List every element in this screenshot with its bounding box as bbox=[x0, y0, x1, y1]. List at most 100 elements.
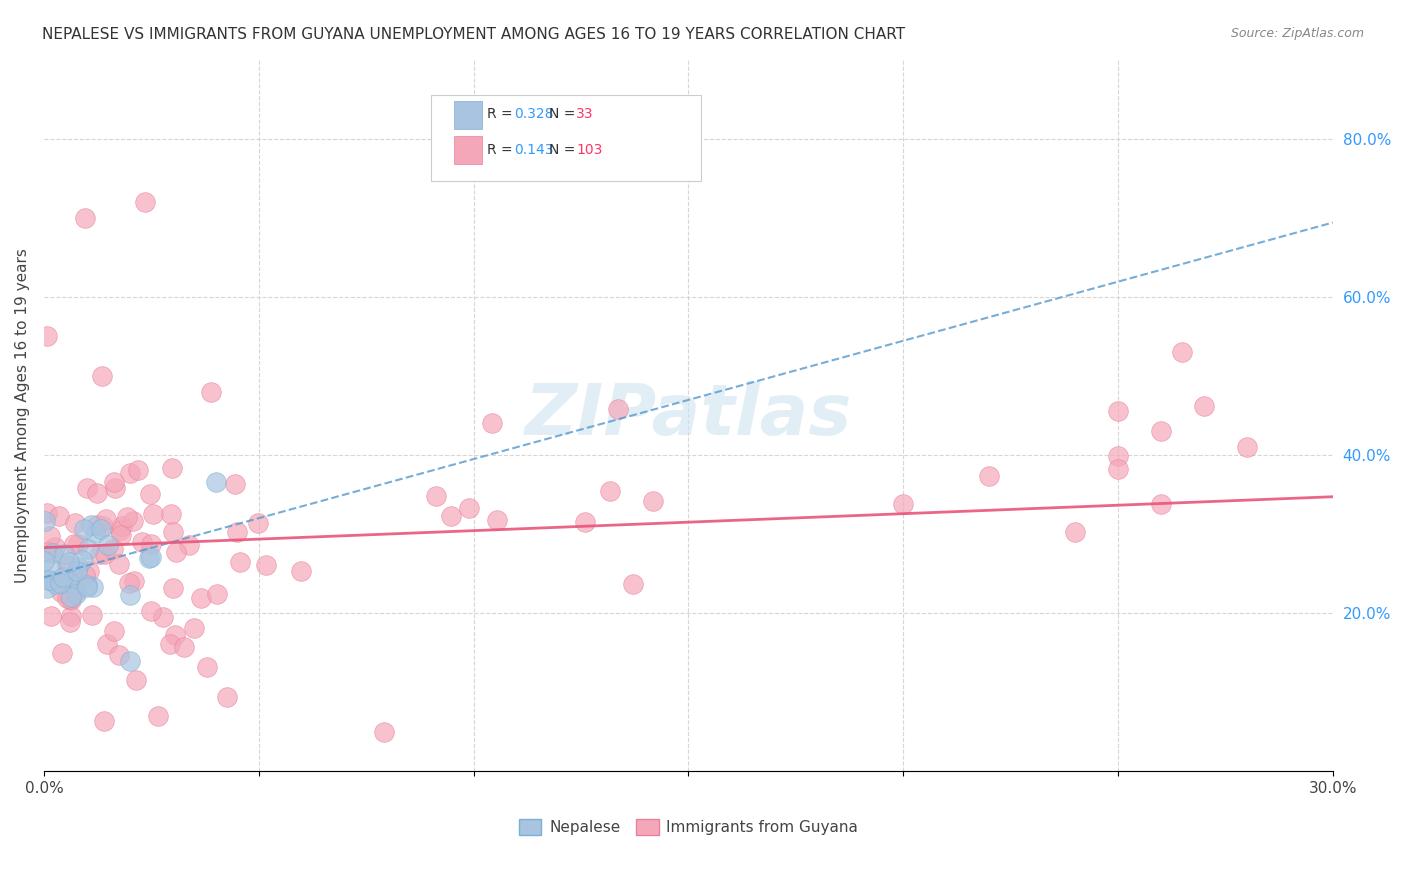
Point bbox=[215, 690, 238, 704]
Point bbox=[115, 510, 138, 524]
Point bbox=[73, 211, 96, 225]
Point bbox=[63, 516, 86, 530]
Point bbox=[118, 466, 141, 480]
Point bbox=[65, 587, 87, 601]
Text: 0.328: 0.328 bbox=[515, 107, 554, 121]
Point bbox=[76, 578, 98, 592]
Point bbox=[127, 462, 149, 476]
Point bbox=[35, 582, 58, 596]
Point bbox=[59, 591, 82, 606]
Point bbox=[574, 515, 596, 529]
Point bbox=[35, 329, 58, 343]
Point bbox=[76, 580, 98, 594]
Point bbox=[59, 590, 82, 604]
Point bbox=[183, 621, 205, 635]
Point bbox=[44, 540, 66, 554]
Point bbox=[58, 555, 80, 569]
Text: N =: N = bbox=[550, 143, 579, 157]
Point bbox=[247, 516, 270, 531]
Point bbox=[90, 522, 112, 536]
Point bbox=[159, 507, 181, 521]
Point bbox=[72, 522, 94, 536]
Point bbox=[190, 591, 212, 605]
Point bbox=[1150, 497, 1173, 511]
Point bbox=[58, 590, 80, 604]
Point bbox=[72, 553, 94, 567]
Point bbox=[1107, 404, 1129, 418]
Point bbox=[110, 527, 132, 541]
Point bbox=[641, 494, 664, 508]
Point bbox=[599, 483, 621, 498]
Point bbox=[195, 660, 218, 674]
Point bbox=[111, 519, 134, 533]
Point bbox=[52, 569, 75, 583]
Point bbox=[86, 517, 108, 532]
Point bbox=[124, 574, 146, 589]
Point bbox=[62, 537, 84, 551]
Point bbox=[254, 558, 277, 573]
Point bbox=[165, 545, 187, 559]
Point bbox=[1107, 462, 1129, 476]
Point bbox=[48, 574, 70, 589]
Text: 103: 103 bbox=[576, 143, 603, 157]
Point bbox=[138, 487, 160, 501]
Point bbox=[481, 416, 503, 430]
Point bbox=[1150, 424, 1173, 438]
Point bbox=[162, 581, 184, 595]
Point bbox=[165, 628, 187, 642]
Point bbox=[41, 574, 63, 589]
Point bbox=[45, 576, 67, 591]
Text: 0.143: 0.143 bbox=[515, 143, 554, 157]
Point bbox=[1107, 450, 1129, 464]
Point bbox=[125, 673, 148, 687]
Point bbox=[485, 513, 508, 527]
Point bbox=[49, 585, 72, 599]
Point bbox=[67, 560, 90, 574]
FancyBboxPatch shape bbox=[454, 136, 482, 164]
Point bbox=[225, 525, 247, 540]
Point bbox=[51, 646, 73, 660]
Point bbox=[977, 469, 1000, 483]
Text: N =: N = bbox=[550, 107, 579, 121]
Point bbox=[38, 573, 60, 587]
Point bbox=[290, 564, 312, 578]
Point bbox=[103, 475, 125, 489]
Point bbox=[56, 573, 79, 587]
Point bbox=[1236, 440, 1258, 454]
Point bbox=[96, 637, 118, 651]
Point bbox=[82, 580, 104, 594]
Point bbox=[37, 545, 59, 559]
Point bbox=[66, 565, 89, 579]
Point bbox=[49, 575, 72, 590]
Text: Source: ZipAtlas.com: Source: ZipAtlas.com bbox=[1230, 27, 1364, 40]
Text: ZIPatlas: ZIPatlas bbox=[524, 381, 852, 450]
Point bbox=[457, 500, 479, 515]
Point bbox=[118, 589, 141, 603]
Point bbox=[141, 550, 163, 565]
Point bbox=[891, 497, 914, 511]
Point bbox=[159, 637, 181, 651]
Point bbox=[200, 384, 222, 399]
Point bbox=[224, 477, 246, 491]
Point bbox=[48, 508, 70, 523]
Point bbox=[32, 554, 55, 568]
Point bbox=[146, 708, 169, 723]
Point bbox=[94, 511, 117, 525]
Point bbox=[104, 482, 127, 496]
Point bbox=[205, 587, 228, 601]
Point bbox=[440, 509, 463, 524]
Point bbox=[1171, 345, 1194, 359]
Point bbox=[91, 519, 114, 533]
Point bbox=[97, 538, 120, 552]
Point bbox=[108, 648, 131, 663]
Point bbox=[80, 608, 103, 623]
Point bbox=[138, 550, 160, 565]
Point bbox=[35, 506, 58, 520]
Point bbox=[152, 610, 174, 624]
Point bbox=[425, 489, 447, 503]
Point bbox=[56, 591, 79, 606]
Point bbox=[91, 368, 114, 383]
Point bbox=[179, 537, 201, 551]
Point bbox=[108, 523, 131, 537]
Text: 33: 33 bbox=[576, 107, 593, 121]
